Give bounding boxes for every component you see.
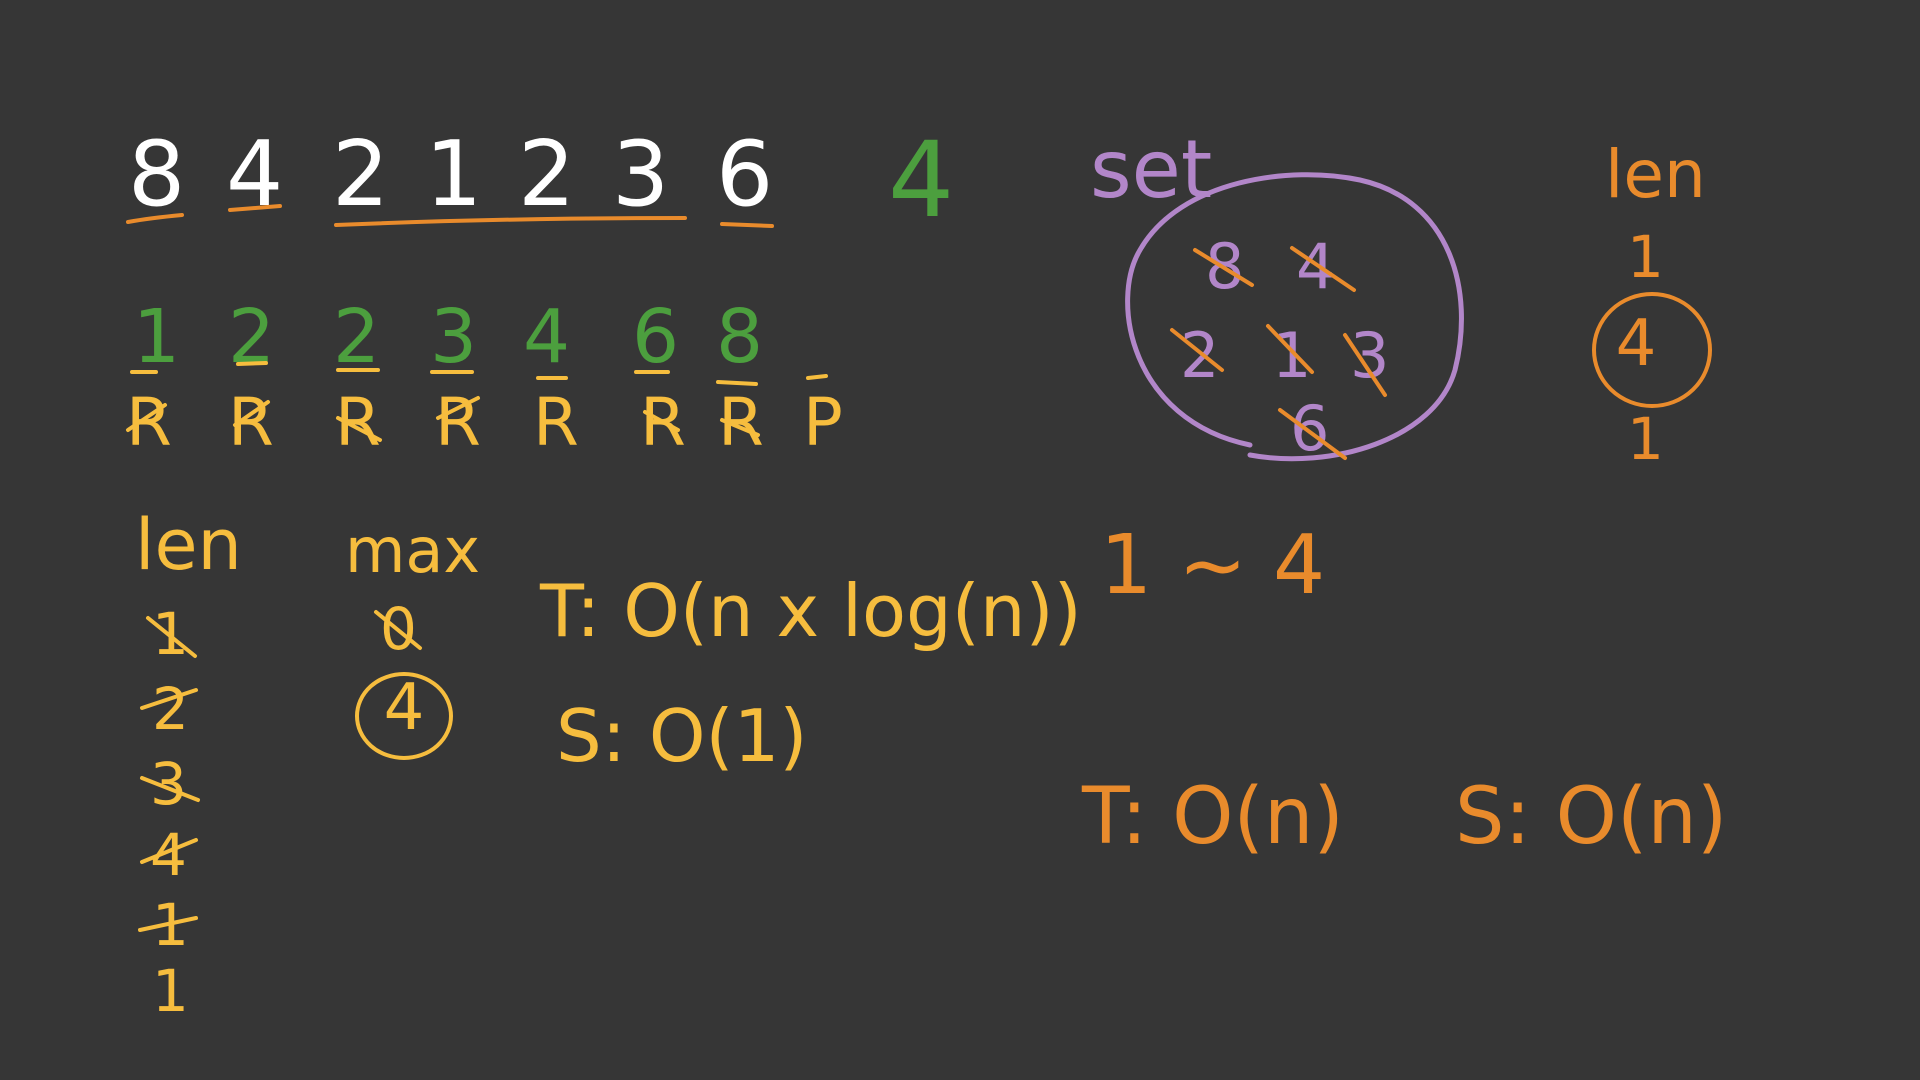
len-value: 1 <box>152 600 189 668</box>
sorted-value: 2 <box>228 294 276 380</box>
sorted-value: 8 <box>716 294 764 380</box>
sorted-value: 4 <box>523 294 571 380</box>
array-value: 3 <box>612 122 670 227</box>
set-item: 4 <box>1296 230 1336 303</box>
pointer-label: R <box>228 384 274 461</box>
len-value: 1 <box>152 957 189 1025</box>
pointer-label: R <box>640 384 686 461</box>
len-value-right: 1 <box>1627 405 1664 473</box>
sorted-value: 3 <box>430 294 478 380</box>
sorted-value: 1 <box>133 294 181 380</box>
array-value: 6 <box>716 122 774 227</box>
set-label: set <box>1090 123 1213 216</box>
space-complexity-left: S: O(1) <box>556 694 808 778</box>
len-value-right: 1 <box>1627 223 1664 291</box>
len-value: 1 <box>152 891 189 959</box>
sorted-value: 6 <box>632 294 680 380</box>
pointer-label: R <box>335 384 381 461</box>
len-value-right: 4 <box>1615 307 1657 381</box>
array-value: 1 <box>425 122 483 227</box>
time-complexity-right: T: O(n) <box>1082 772 1344 862</box>
pointer-label: R <box>718 384 764 461</box>
array-value: 8 <box>128 122 186 227</box>
array-value: 4 <box>226 122 284 227</box>
target-value: 4 <box>888 119 955 241</box>
pointer-label: P <box>803 384 843 461</box>
len-label-left: len <box>135 504 242 586</box>
array-value: 2 <box>518 122 576 227</box>
pointer-label: R <box>126 384 172 461</box>
array-value: 2 <box>332 122 390 227</box>
range-label: 1 ~ 4 <box>1100 518 1326 613</box>
pointer-label: R <box>533 384 579 461</box>
set-item: 6 <box>1290 392 1330 465</box>
max-label: max <box>345 514 481 587</box>
sorted-value: 2 <box>333 294 381 380</box>
max-value: 0 <box>380 595 417 663</box>
set-item: 8 <box>1205 230 1245 303</box>
len-value: 3 <box>150 750 187 818</box>
len-value: 4 <box>150 821 187 889</box>
max-value: 4 <box>383 671 425 745</box>
space-complexity-right: S: O(n) <box>1455 772 1728 862</box>
set-item: 3 <box>1350 319 1390 392</box>
set-item: 2 <box>1180 319 1220 392</box>
time-complexity-left: T: O(n x log(n)) <box>540 569 1082 653</box>
set-item: 1 <box>1272 319 1312 392</box>
len-label-right: len <box>1605 136 1706 213</box>
overbar <box>806 374 828 380</box>
len-value: 2 <box>152 675 189 743</box>
pointer-label: R <box>435 384 481 461</box>
